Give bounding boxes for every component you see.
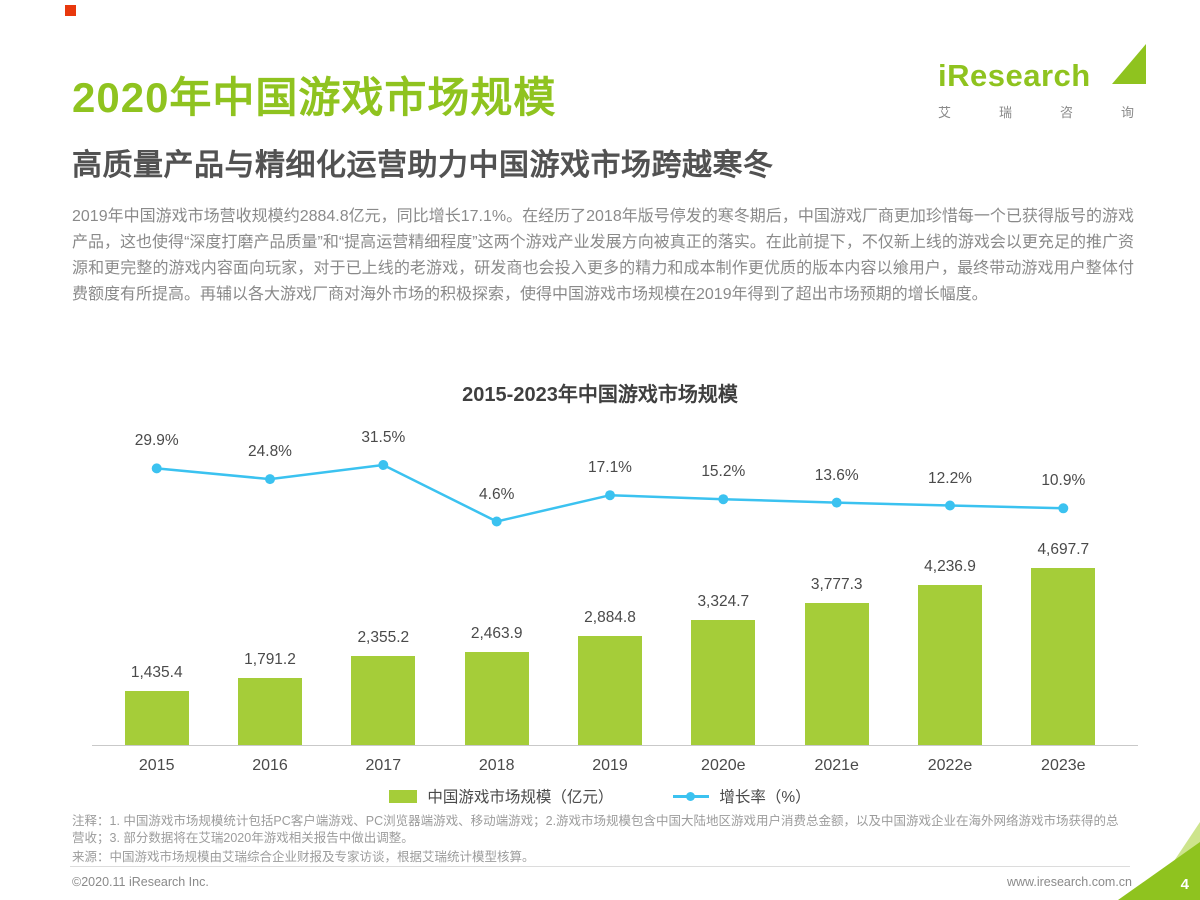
- note-definitions: 注释：1. 中国游戏市场规模统计包括PC客户端游戏、PC浏览器端游戏、移动端游戏…: [72, 814, 1119, 845]
- note-source: 来源：中国游戏市场规模由艾瑞综合企业财报及专家访谈，根据艾瑞统计模型核算。: [72, 850, 535, 864]
- logo-row: iResearch: [938, 44, 1146, 94]
- iresearch-logo: iResearch 艾瑞咨询: [938, 44, 1146, 121]
- chart-legend: 中国游戏市场规模（亿元） 增长率（%）: [0, 785, 1200, 807]
- chart-title: 2015-2023年中国游戏市场规模: [462, 384, 738, 406]
- x-label-2016: 2016: [252, 757, 288, 774]
- bar-value-2020e: 3,324.7: [697, 592, 750, 610]
- page-title: 2020年中国游戏市场规模: [72, 74, 557, 121]
- page-number: 4: [1180, 876, 1189, 893]
- bar-2019: [578, 636, 642, 745]
- bar-2023e: [1031, 568, 1096, 745]
- leaf-icon: [1112, 44, 1146, 89]
- section-subtitle: 高质量产品与精细化运营助力中国游戏市场跨越寒冬: [72, 149, 774, 182]
- footer-divider: [70, 866, 1130, 867]
- bar-2018: [464, 652, 529, 745]
- bar-value-2018: 2,463.9: [470, 625, 523, 643]
- chart-plot-area: 1,435.4 2015 29.9% 1,791.2 2016 24.8% 2,355.2 2…: [92, 420, 1138, 780]
- growth-label-2020e: 15.2%: [701, 463, 746, 481]
- growth-label-2023e: 10.9%: [1041, 472, 1086, 490]
- growth-label-2022e: 12.2%: [928, 469, 972, 487]
- x-label-2020e: 2020e: [701, 757, 746, 774]
- bar-2021e: [804, 602, 869, 745]
- logo-chinese-caption: 艾瑞咨询: [938, 105, 1134, 120]
- bar-value-2016: 1,791.2: [244, 650, 296, 668]
- corner-triangle-dark: [1118, 842, 1200, 900]
- growth-label-2015: 29.9%: [134, 432, 179, 450]
- bar-series-swatch: [389, 789, 418, 803]
- x-label-2019: 2019: [592, 757, 628, 774]
- legend-item-growth-rate: 增长率（%）: [673, 785, 811, 807]
- growth-label-2016: 24.8%: [248, 443, 292, 461]
- logo-wordmark: iResearch: [938, 58, 1091, 93]
- bar-2016: [238, 677, 302, 745]
- growth-label-2017: 31.5%: [361, 429, 406, 446]
- bar-value-2022e: 4,236.9: [924, 558, 976, 576]
- legend-label-growth-rate: 增长率（%）: [719, 789, 811, 806]
- footnotes: 注释：1. 中国游戏市场规模统计包括PC客户端游戏、PC浏览器端游戏、移动端游戏…: [72, 813, 1130, 866]
- growth-label-2018: 4.6%: [479, 485, 515, 503]
- bar-2015: [124, 690, 189, 745]
- x-label-2015: 2015: [138, 757, 175, 774]
- x-axis-line: [92, 745, 1138, 746]
- legend-label-market-size: 中国游戏市场规模（亿元）: [427, 789, 614, 806]
- x-label-2021e: 2021e: [814, 757, 859, 774]
- x-label-2017: 2017: [365, 757, 402, 774]
- growth-label-2019: 17.1%: [588, 459, 632, 477]
- bar-2020e: [691, 619, 756, 745]
- bar-value-2015: 1,435.4: [130, 663, 183, 681]
- bar-value-2019: 2,884.8: [584, 609, 636, 627]
- growth-rate-line: [151, 460, 1069, 527]
- red-corner-mark: [65, 5, 76, 16]
- x-label-2022e: 2022e: [927, 757, 973, 774]
- bar-2022e: [918, 585, 982, 745]
- copyright-text: ©2020.11 iResearch Inc.: [72, 875, 209, 889]
- bar-value-2023e: 4,697.7: [1037, 541, 1090, 559]
- line-series-swatch: [673, 790, 710, 803]
- bar-value-2021e: 3,777.3: [810, 575, 863, 593]
- growth-label-2021e: 13.6%: [814, 466, 859, 484]
- x-label-2018: 2018: [478, 757, 515, 774]
- legend-item-market-size: 中国游戏市场规模（亿元）: [389, 785, 613, 807]
- intro-paragraph: 2019年中国游戏市场营收规模约2884.8亿元，同比增长17.1%。在经历了2…: [72, 208, 1134, 303]
- bar-value-2017: 2,355.2: [357, 629, 410, 647]
- bar-2017: [351, 656, 416, 745]
- website-link[interactable]: www.iresearch.com.cn: [1006, 875, 1132, 889]
- x-label-2023e: 2023e: [1041, 757, 1086, 774]
